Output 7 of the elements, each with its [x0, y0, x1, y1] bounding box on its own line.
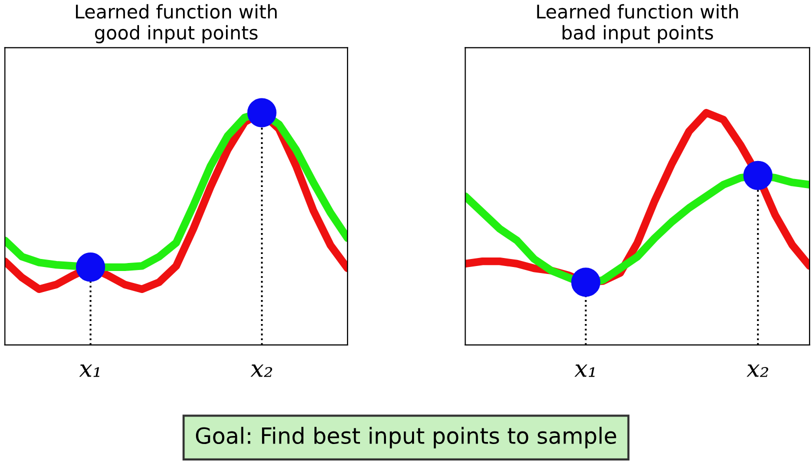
x-tick-label: x₁ [79, 364, 100, 377]
x-tick-label: x₂ [250, 364, 272, 377]
x-tick-label: x₁ [574, 364, 595, 377]
chart-title: Learned function with bad input points [537, 4, 738, 44]
text: Goal: Find best input points to sample [196, 426, 616, 448]
chart-title: Learned function with good input points [76, 4, 277, 44]
x-tick-label: x₂ [746, 364, 768, 377]
